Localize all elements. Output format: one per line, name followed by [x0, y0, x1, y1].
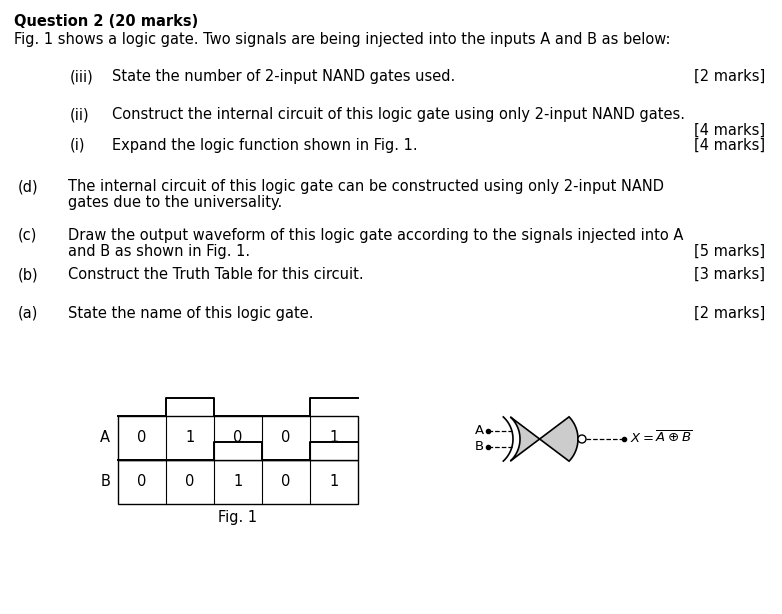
Text: The internal circuit of this logic gate can be constructed using only 2-input NA: The internal circuit of this logic gate … [68, 179, 664, 194]
Text: (i): (i) [70, 138, 85, 153]
Text: and B as shown in Fig. 1.: and B as shown in Fig. 1. [68, 244, 250, 259]
Text: Expand the logic function shown in Fig. 1.: Expand the logic function shown in Fig. … [112, 138, 418, 153]
Text: 1: 1 [185, 430, 195, 446]
Circle shape [578, 435, 586, 443]
Text: B: B [475, 440, 484, 454]
Polygon shape [511, 417, 578, 461]
Text: [3 marks]: [3 marks] [694, 267, 765, 282]
Text: (b): (b) [18, 267, 38, 282]
Text: Construct the internal circuit of this logic gate using only 2-input NAND gates.: Construct the internal circuit of this l… [112, 107, 685, 122]
Text: [4 marks]: [4 marks] [694, 123, 765, 138]
Text: Fig. 1 shows a logic gate. Two signals are being injected into the inputs A and : Fig. 1 shows a logic gate. Two signals a… [14, 32, 670, 47]
Text: Fig. 1: Fig. 1 [218, 510, 257, 525]
Text: (iii): (iii) [70, 69, 94, 84]
Text: Question 2 (20 marks): Question 2 (20 marks) [14, 14, 199, 29]
Text: 0: 0 [138, 475, 147, 489]
Text: State the number of 2-input NAND gates used.: State the number of 2-input NAND gates u… [112, 69, 455, 84]
Text: 1: 1 [329, 475, 339, 489]
Text: [2 marks]: [2 marks] [694, 306, 765, 321]
Text: 1: 1 [329, 430, 339, 446]
Text: 0: 0 [138, 430, 147, 446]
Text: 0: 0 [233, 430, 242, 446]
Text: (d): (d) [18, 179, 38, 194]
Text: 0: 0 [282, 430, 291, 446]
Text: State the name of this logic gate.: State the name of this logic gate. [68, 306, 314, 321]
Text: 0: 0 [185, 475, 195, 489]
Text: A: A [100, 430, 110, 446]
Text: A: A [475, 424, 484, 438]
Text: gates due to the universality.: gates due to the universality. [68, 195, 282, 210]
Text: 1: 1 [233, 475, 242, 489]
Bar [118, 460, 358, 504]
Text: [5 marks]: [5 marks] [694, 244, 765, 259]
Text: (c): (c) [18, 228, 38, 243]
Text: $X = \overline{A \oplus B}$: $X = \overline{A \oplus B}$ [630, 430, 692, 446]
Text: [2 marks]: [2 marks] [694, 69, 765, 84]
Text: Construct the Truth Table for this circuit.: Construct the Truth Table for this circu… [68, 267, 364, 282]
Text: (ii): (ii) [70, 107, 90, 122]
Text: 0: 0 [282, 475, 291, 489]
Text: Draw the output waveform of this logic gate according to the signals injected in: Draw the output waveform of this logic g… [68, 228, 683, 243]
Bar [118, 416, 358, 460]
Text: [4 marks]: [4 marks] [694, 138, 765, 153]
Text: (a): (a) [18, 306, 38, 321]
Text: B: B [100, 475, 110, 489]
